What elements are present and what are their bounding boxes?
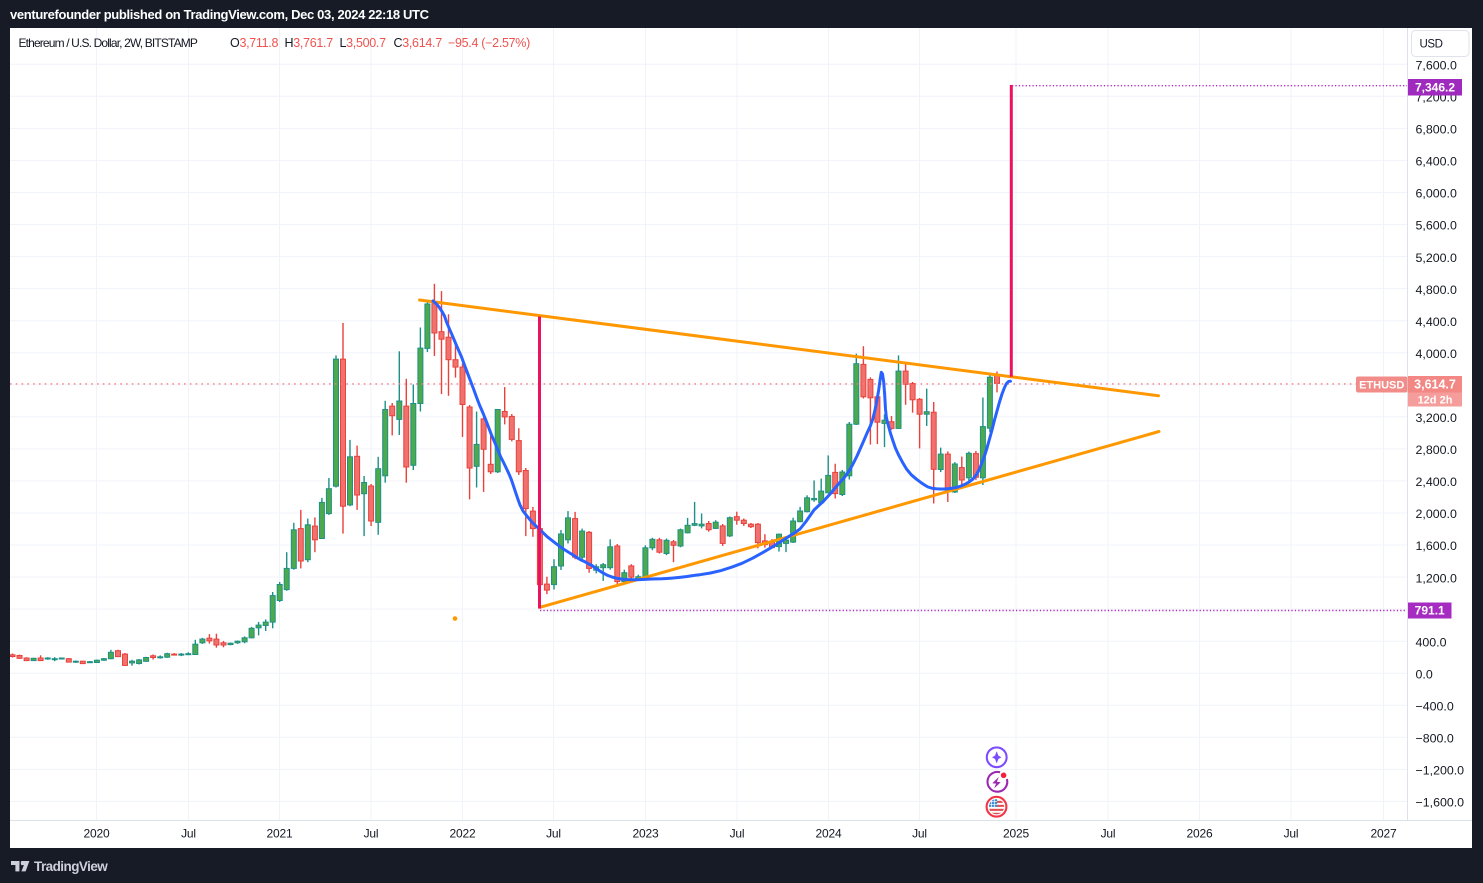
svg-text:−95.4 (−2.57%): −95.4 (−2.57%) (448, 36, 530, 50)
svg-text:−800.0: −800.0 (1416, 732, 1454, 746)
svg-text:0.0: 0.0 (1416, 667, 1433, 681)
svg-text:2024: 2024 (816, 827, 842, 841)
svg-text:2,800.0: 2,800.0 (1416, 443, 1457, 457)
svg-text:4,400.0: 4,400.0 (1416, 315, 1457, 329)
svg-text:Jul: Jul (1101, 827, 1116, 841)
svg-text:6,800.0: 6,800.0 (1416, 123, 1457, 137)
svg-text:3,614.7: 3,614.7 (1414, 378, 1456, 392)
svg-text:2027: 2027 (1371, 827, 1397, 841)
svg-text:−1,200.0: −1,200.0 (1416, 764, 1465, 778)
svg-text:Jul: Jul (546, 827, 561, 841)
svg-text:400.0: 400.0 (1416, 635, 1447, 649)
svg-text:4,800.0: 4,800.0 (1416, 283, 1457, 297)
svg-text:2023: 2023 (633, 827, 659, 841)
svg-text:Jul: Jul (912, 827, 927, 841)
svg-text:2026: 2026 (1187, 827, 1213, 841)
svg-text:2,000.0: 2,000.0 (1416, 507, 1457, 521)
svg-text:7,600.0: 7,600.0 (1416, 59, 1457, 73)
svg-text:2021: 2021 (267, 827, 293, 841)
svg-text:3,200.0: 3,200.0 (1416, 411, 1457, 425)
svg-text:−400.0: −400.0 (1416, 700, 1454, 714)
svg-text:Ethereum / U.S. Dollar, 2W, BI: Ethereum / U.S. Dollar, 2W, BITSTAMP (19, 36, 198, 50)
svg-text:6,000.0: 6,000.0 (1416, 187, 1457, 201)
svg-text:5,600.0: 5,600.0 (1416, 219, 1457, 233)
svg-text:1,600.0: 1,600.0 (1416, 539, 1457, 553)
svg-text:Jul: Jul (730, 827, 745, 841)
svg-text:Jul: Jul (1284, 827, 1299, 841)
svg-text:L3,500.7: L3,500.7 (340, 36, 387, 50)
svg-text:5,200.0: 5,200.0 (1416, 251, 1457, 265)
svg-text:O3,711.8: O3,711.8 (230, 36, 278, 50)
svg-text:12d 2h: 12d 2h (1418, 394, 1453, 406)
svg-text:7,346.2: 7,346.2 (1415, 80, 1455, 94)
svg-text:791.1: 791.1 (1415, 604, 1445, 618)
svg-text:Jul: Jul (181, 827, 196, 841)
svg-text:−1,600.0: −1,600.0 (1416, 796, 1465, 810)
svg-text:2022: 2022 (450, 827, 476, 841)
svg-text:Jul: Jul (364, 827, 379, 841)
svg-text:6,400.0: 6,400.0 (1416, 155, 1457, 169)
svg-text:USD: USD (1420, 38, 1443, 50)
svg-text:ETHUSD: ETHUSD (1359, 380, 1404, 392)
svg-text:2025: 2025 (1003, 827, 1029, 841)
svg-text:2020: 2020 (84, 827, 110, 841)
svg-text:4,000.0: 4,000.0 (1416, 347, 1457, 361)
svg-text:C3,614.7: C3,614.7 (394, 36, 443, 50)
svg-text:2,400.0: 2,400.0 (1416, 475, 1457, 489)
svg-text:1,200.0: 1,200.0 (1416, 571, 1457, 585)
svg-text:H3,761.7: H3,761.7 (285, 36, 334, 50)
